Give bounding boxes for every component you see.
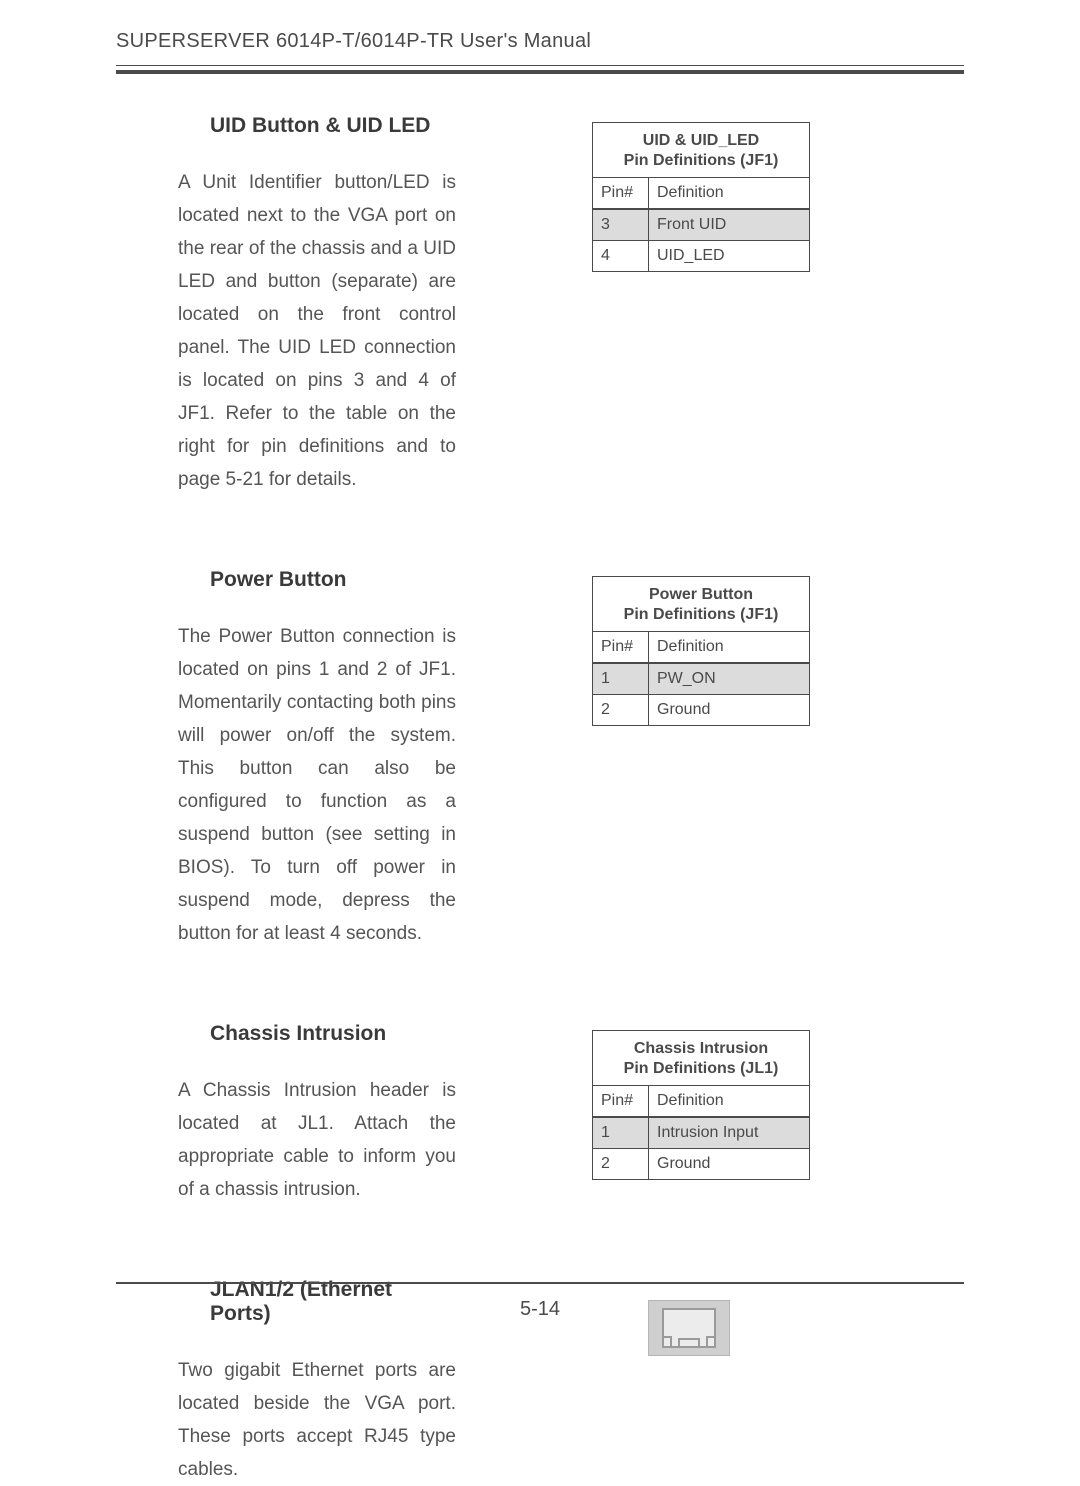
section-body: The Power Button connection is located o…: [178, 620, 456, 950]
table-row: 3Front UID: [593, 209, 809, 240]
col-header-pin: Pin#: [593, 1086, 649, 1116]
col-header-definition: Definition: [649, 1086, 809, 1116]
col-header-definition: Definition: [649, 632, 809, 662]
cell-definition: Intrusion Input: [649, 1118, 809, 1148]
table-title-line1: Chassis Intrusion: [599, 1039, 803, 1059]
table-title: Chassis IntrusionPin Definitions (JL1): [593, 1031, 809, 1086]
cell-definition: PW_ON: [649, 664, 809, 694]
table-row: 4UID_LED: [593, 240, 809, 271]
section-heading: UID Button & UID LED: [178, 114, 456, 138]
cell-pin: 2: [593, 1149, 649, 1179]
section: Chassis Intrusion A Chassis Intrusion hea…: [116, 1022, 964, 1206]
header-tail: 6014P-T/6014P-TR User's Manual: [270, 30, 591, 52]
pin-definition-table: Power ButtonPin Definitions (JF1)Pin#Def…: [592, 576, 810, 726]
table-row: 2Ground: [593, 1148, 809, 1179]
table-header-row: Pin#Definition: [593, 632, 809, 663]
cell-pin: 2: [593, 695, 649, 725]
pin-definition-table: UID & UID_LEDPin Definitions (JF1)Pin#De…: [592, 122, 810, 272]
section-body: Two gigabit Ethernet ports are located b…: [178, 1354, 456, 1486]
table-header-row: Pin#Definition: [593, 178, 809, 209]
col-header-pin: Pin#: [593, 178, 649, 208]
table-title-line2: Pin Definitions (JF1): [599, 605, 803, 625]
section-heading: Power Button: [178, 568, 456, 592]
table-row: 2Ground: [593, 694, 809, 725]
section-body: A Unit Identifier button/LED is located …: [178, 166, 456, 496]
section: UID Button & UID LED A Unit Identifier bu…: [116, 114, 964, 496]
header-caps: SUPERSERVER: [116, 30, 270, 52]
table-title-line2: Pin Definitions (JF1): [599, 151, 803, 171]
page-number: 5-14: [116, 1298, 964, 1321]
table-title-line1: Power Button: [599, 585, 803, 605]
table-header-row: Pin#Definition: [593, 1086, 809, 1117]
cell-definition: Ground: [649, 695, 809, 725]
table-title: Power ButtonPin Definitions (JF1): [593, 577, 809, 632]
section-aside: Power ButtonPin Definitions (JF1)Pin#Def…: [592, 568, 810, 726]
cell-definition: Ground: [649, 1149, 809, 1179]
pin-definition-table: Chassis IntrusionPin Definitions (JL1)Pi…: [592, 1030, 810, 1180]
table-row: 1Intrusion Input: [593, 1117, 809, 1148]
table-title-line1: UID & UID_LED: [599, 131, 803, 151]
table-title-line2: Pin Definitions (JL1): [599, 1059, 803, 1079]
col-header-definition: Definition: [649, 178, 809, 208]
cell-pin: 1: [593, 1118, 649, 1148]
cell-pin: 1: [593, 664, 649, 694]
cell-definition: UID_LED: [649, 241, 809, 271]
cell-pin: 3: [593, 210, 649, 240]
section-heading: Chassis Intrusion: [178, 1022, 456, 1046]
col-header-pin: Pin#: [593, 632, 649, 662]
header-rule-thick: [116, 70, 964, 74]
header-rule-thin: [116, 65, 964, 66]
table-row: 1PW_ON: [593, 663, 809, 694]
section: Power Button The Power Button connection …: [116, 568, 964, 950]
table-title: UID & UID_LEDPin Definitions (JF1): [593, 123, 809, 178]
section-aside: Chassis IntrusionPin Definitions (JL1)Pi…: [592, 1022, 810, 1180]
cell-pin: 4: [593, 241, 649, 271]
section-aside: UID & UID_LEDPin Definitions (JF1)Pin#De…: [592, 114, 810, 272]
cell-definition: Front UID: [649, 210, 809, 240]
running-header: SUPERSERVER 6014P-T/6014P-TR User's Manu…: [116, 30, 964, 63]
footer-rule: [116, 1282, 964, 1284]
section-body: A Chassis Intrusion header is located at…: [178, 1074, 456, 1206]
